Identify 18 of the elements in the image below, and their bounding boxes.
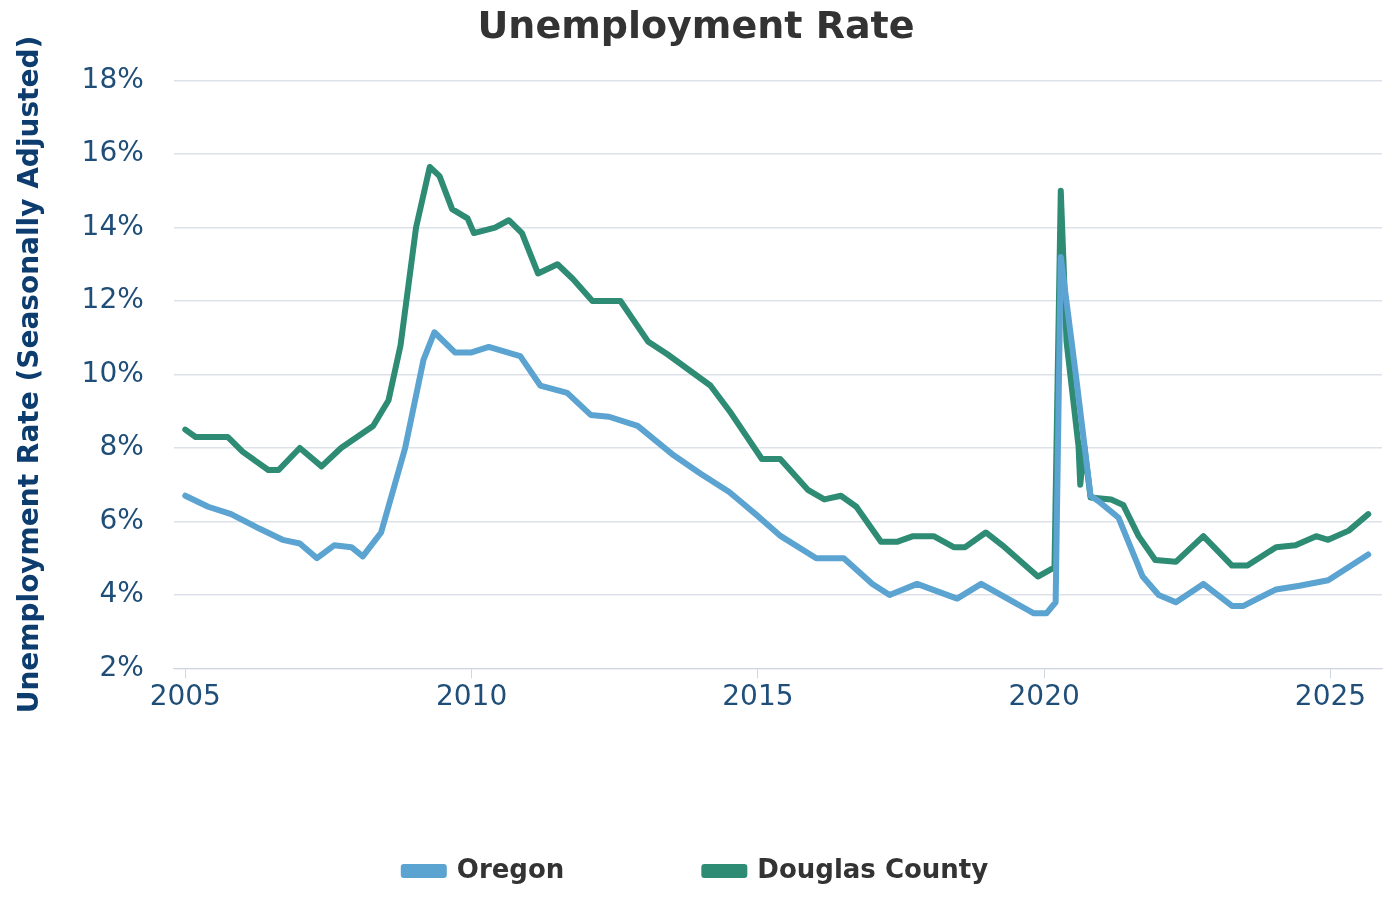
- y-tick-label: 16%: [81, 135, 144, 169]
- x-tick-label: 2005: [149, 679, 221, 713]
- y-tick-label: 6%: [99, 502, 144, 536]
- y-tick-label: 14%: [81, 208, 144, 242]
- x-tick-label: 2020: [1008, 679, 1080, 713]
- legend-label: Douglas County: [757, 853, 989, 884]
- y-tick-label: 8%: [99, 429, 144, 463]
- x-tick-label: 2015: [722, 679, 794, 713]
- x-tick-label: 2025: [1294, 679, 1367, 713]
- x-tick-label: 2010: [435, 679, 508, 713]
- y-tick-label: 12%: [81, 282, 144, 316]
- y-tick-label: 2%: [99, 649, 144, 683]
- chart-title: Unemployment Rate: [477, 2, 915, 47]
- legend-label: Oregon: [456, 853, 565, 884]
- y-tick-label: 10%: [81, 355, 144, 389]
- y-tick-label: 18%: [81, 61, 144, 95]
- y-axis-title: Unemployment Rate (Seasonally Adjusted): [12, 35, 46, 714]
- y-tick-label: 4%: [99, 576, 144, 610]
